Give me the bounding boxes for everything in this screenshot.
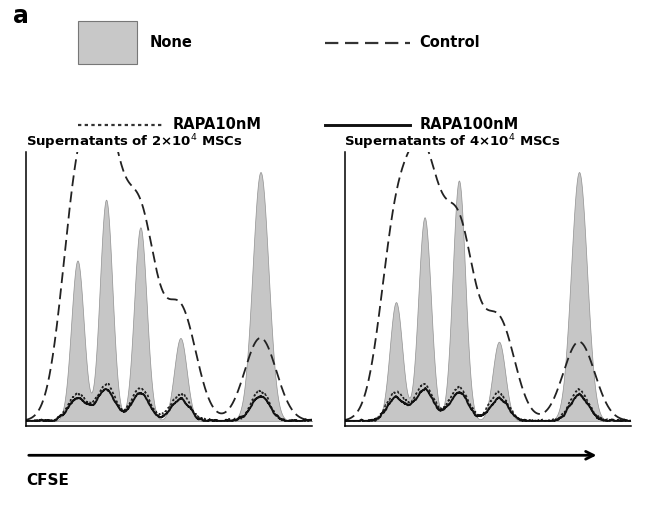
Text: a: a — [13, 4, 29, 28]
Text: RAPA100nM: RAPA100nM — [419, 118, 519, 132]
FancyBboxPatch shape — [78, 21, 136, 64]
Text: None: None — [150, 35, 192, 50]
Text: Control: Control — [419, 35, 480, 50]
Text: Supernatants of 2×10$^4$ MSCs: Supernatants of 2×10$^4$ MSCs — [26, 132, 242, 152]
Text: CFSE: CFSE — [26, 473, 69, 488]
Text: RAPA10nM: RAPA10nM — [172, 118, 261, 132]
Text: Supernatants of 4×10$^4$ MSCs: Supernatants of 4×10$^4$ MSCs — [344, 132, 561, 152]
